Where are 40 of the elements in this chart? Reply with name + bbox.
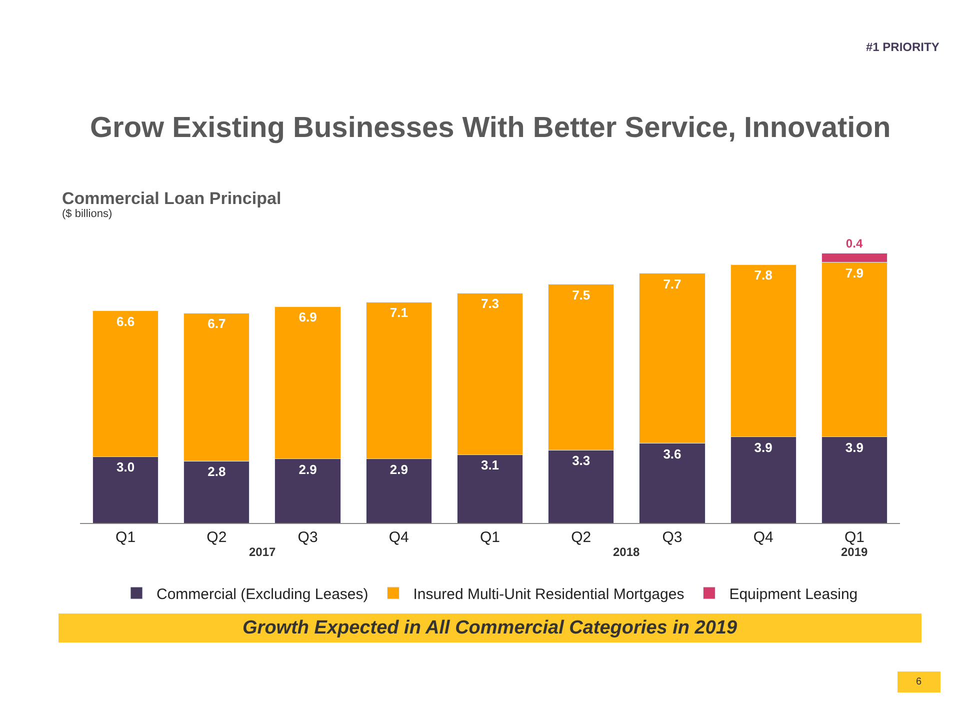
data-label: 7.9 (845, 265, 864, 280)
data-label: 6.9 (298, 310, 317, 324)
data-label: 7.5 (572, 287, 590, 302)
chart-title: Grow Existing Businesses With Better Service, Innovation (90, 112, 891, 144)
x-tick-label: Q2 (571, 529, 592, 546)
data-label: 3.9 (754, 440, 772, 455)
legend-label: Commercial (Excluding Leases) (156, 586, 368, 603)
x-tick-label: Q1 (480, 529, 500, 546)
data-label: 7.3 (480, 296, 500, 312)
legend-label: Insured Multi-Unit Residential Mortgages (413, 586, 684, 603)
data-label: 3.3 (572, 453, 590, 468)
text: 6 (916, 676, 922, 688)
x-tick-label: Q4 (388, 529, 409, 546)
data-label: 7.1 (390, 305, 408, 320)
data-label: 7.8 (754, 268, 772, 283)
data-label: 3.0 (116, 460, 135, 475)
data-label: 3.1 (480, 458, 500, 473)
x-tick-label: Q4 (753, 529, 774, 546)
text: Growth Expected in All Commercial Categories in 2019 (242, 618, 738, 638)
x-tick-label: Q2 (206, 529, 227, 546)
data-label: 7.7 (663, 276, 682, 292)
x-tick-label: Q1 (844, 529, 864, 546)
data-label: 3.6 (663, 446, 682, 462)
legend-label: Equipment Leasing (729, 586, 858, 603)
x-tick-label: Q1 (116, 529, 136, 546)
text: 2017 (249, 545, 276, 559)
x-tick-label: Q3 (662, 529, 682, 546)
text: 2018 (613, 545, 640, 559)
chart-subtitle: Commercial Loan Principal (62, 189, 282, 208)
y-axis-title: ($ billions) (62, 208, 112, 220)
data-label: 3.9 (845, 440, 864, 455)
x-tick-label: Q3 (298, 529, 318, 546)
text: #1 PRIORITY (866, 40, 940, 54)
data-label: 6.7 (208, 316, 226, 332)
data-label: 2.9 (390, 462, 408, 477)
data-label: 2.9 (298, 462, 317, 477)
data-label: 6.6 (116, 314, 135, 329)
text: 2019 (841, 545, 868, 559)
data-label: 0.4 (846, 236, 863, 250)
data-label: 2.8 (208, 464, 226, 480)
